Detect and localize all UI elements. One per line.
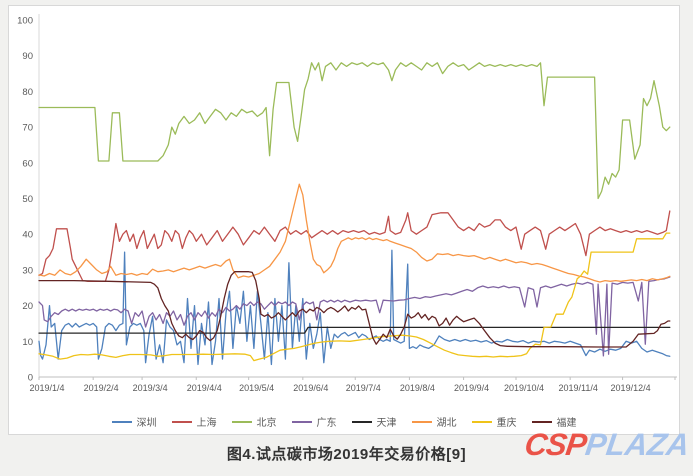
legend-label-fujian: 福建 <box>556 418 577 429</box>
watermark-csp: CSP <box>522 427 589 462</box>
legend-label-beijing: 北京 <box>256 418 277 429</box>
line-chart: 0 10 20 30 40 50 60 70 80 90 100 2019/1/4 2019/2/4 20… <box>17 14 677 393</box>
x-tick-label: 2019/12/4 <box>611 383 651 393</box>
series-line-guangdong <box>38 276 671 357</box>
legend-swatch-shenzhen <box>111 420 132 423</box>
legend-item-beijing: 北京 <box>231 414 277 429</box>
series-line-chongqing <box>38 232 671 362</box>
legend-swatch-beijing <box>231 420 252 423</box>
legend-swatch-shanghai <box>171 420 192 423</box>
x-tick-label: 2019/3/4 <box>133 383 168 393</box>
legend-label-tianjin: 天津 <box>376 418 397 429</box>
x-tick-label: 2019/4/4 <box>187 383 222 393</box>
x-tick-label: 2019/8/4 <box>400 383 435 393</box>
legend-swatch-chongqing <box>471 420 492 423</box>
x-tick-label: 2019/6/4 <box>293 383 328 393</box>
x-tick-label: 2019/10/4 <box>504 383 544 393</box>
series-line-shanghai <box>38 210 671 282</box>
y-tick-label: 90 <box>22 51 33 62</box>
legend-swatch-guangdong <box>291 420 312 423</box>
figure-caption: 图4.试点碳市场2019年交易价格[9] <box>226 446 467 463</box>
y-tick-label: 80 <box>22 87 33 98</box>
series-line-shenzhen <box>38 249 671 366</box>
y-tick-label: 70 <box>22 123 33 134</box>
series-line-tianjin <box>38 326 671 334</box>
legend-item-chongqing: 重庆 <box>471 414 517 429</box>
x-tick-label: 2019/2/4 <box>84 383 119 393</box>
chart-panel: 0 10 20 30 40 50 60 70 80 90 100 2019/1/4 2019/2/4 20… <box>8 5 680 435</box>
y-tick-label: 100 <box>17 16 33 27</box>
legend-swatch-fujian <box>531 420 552 423</box>
watermark-plaza: PLAZA <box>583 427 692 462</box>
y-tick-label: 20 <box>22 301 33 312</box>
y-tick-label: 50 <box>22 194 33 205</box>
chart-legend: 深圳 上海 北京 广东 天津 湖北 重庆 福建 <box>9 414 679 429</box>
y-tick-label: 30 <box>22 265 33 276</box>
legend-label-guangdong: 广东 <box>316 418 337 429</box>
legend-label-chongqing: 重庆 <box>496 418 517 429</box>
legend-label-hubei: 湖北 <box>436 418 457 429</box>
legend-item-guangdong: 广东 <box>291 414 337 429</box>
y-tick-label: 0 <box>28 373 33 384</box>
legend-item-tianjin: 天津 <box>351 414 397 429</box>
y-tick-label: 10 <box>22 337 33 348</box>
x-tick-label: 2019/5/4 <box>239 383 274 393</box>
y-tick-label: 40 <box>22 230 33 241</box>
series-line-fujian <box>38 271 671 348</box>
legend-item-hubei: 湖北 <box>411 414 457 429</box>
cspplaza-watermark: CSPPLAZA <box>522 427 692 462</box>
x-tick-label: 2019/1/4 <box>29 383 64 393</box>
x-tick-label: 2019/7/4 <box>346 383 381 393</box>
x-tick-label: 2019/9/4 <box>454 383 489 393</box>
legend-swatch-hubei <box>411 420 432 423</box>
legend-item-shanghai: 上海 <box>171 414 217 429</box>
series-line-beijing <box>38 62 671 200</box>
series-line-hubei <box>38 183 671 283</box>
legend-swatch-tianjin <box>351 420 372 423</box>
legend-label-shenzhen: 深圳 <box>136 418 157 429</box>
x-tick-label: 2019/11/4 <box>558 383 597 393</box>
y-tick-label: 60 <box>22 158 33 169</box>
legend-item-shenzhen: 深圳 <box>111 414 157 429</box>
legend-label-shanghai: 上海 <box>196 418 217 429</box>
legend-item-fujian: 福建 <box>531 414 577 429</box>
